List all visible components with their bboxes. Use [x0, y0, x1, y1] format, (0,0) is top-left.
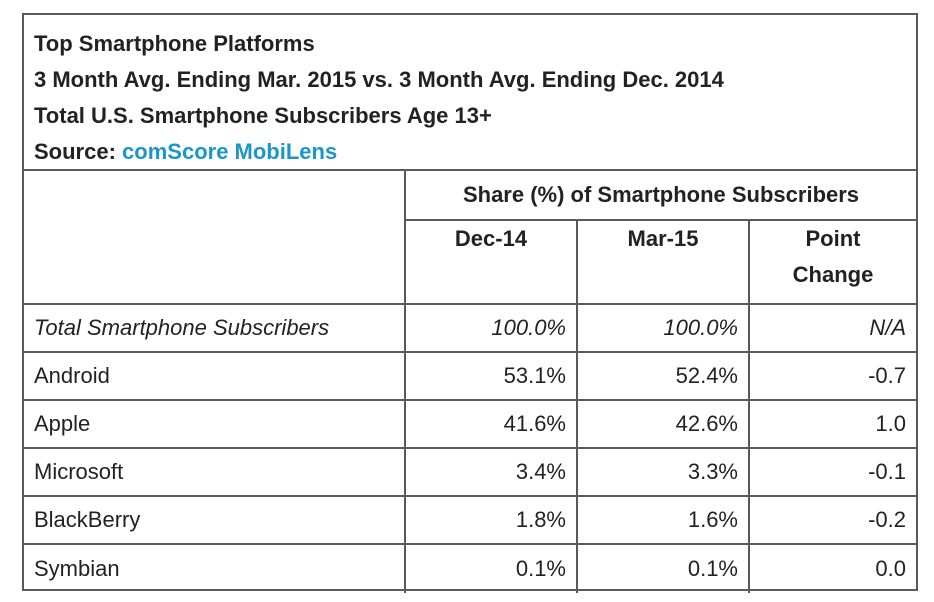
cell-change: 1.0 [748, 401, 917, 449]
row-label: Symbian [34, 556, 120, 581]
total-mar15: 100.0% [576, 305, 748, 353]
cell-change: -0.7 [748, 353, 917, 401]
row-label: Android [24, 353, 404, 401]
total-row: Total Smartphone Subscribers 100.0% 100.… [24, 305, 917, 353]
row-label: Microsoft [24, 449, 404, 497]
table-row: Symbian 0.1% 0.1% 0.0 [24, 545, 916, 593]
row-label: Apple [24, 401, 404, 449]
cell-mar15: 52.4% [576, 353, 748, 401]
group-header: Share (%) of Smartphone Subscribers [404, 171, 917, 221]
col-header-mar15: Mar-15 [576, 221, 748, 305]
table-title: Top Smartphone Platforms [34, 31, 315, 56]
col-header-point: Point [805, 226, 861, 251]
cell-change: -0.2 [748, 497, 917, 545]
col-header-point-change: Point Change [748, 221, 917, 305]
source-label: Source: [34, 139, 116, 164]
table-row: Apple 41.6% 42.6% 1.0 [24, 401, 917, 449]
table-header: Top Smartphone Platforms 3 Month Avg. En… [24, 15, 916, 171]
cell-dec14: 41.6% [404, 401, 576, 449]
col-header-dec14: Dec-14 [404, 221, 576, 305]
total-dec14: 100.0% [404, 305, 576, 353]
table-row: Android 53.1% 52.4% -0.7 [24, 353, 917, 401]
empty-corner-cell [24, 171, 404, 305]
table-row: BlackBerry 1.8% 1.6% -0.2 [24, 497, 917, 545]
cell-dec14: 53.1% [404, 353, 576, 401]
period-subtitle: 3 Month Avg. Ending Mar. 2015 vs. 3 Mont… [34, 67, 724, 92]
cell-change: 0.0 [748, 545, 916, 593]
cell-dec14: 1.8% [404, 497, 576, 545]
row-label: BlackBerry [24, 497, 404, 545]
table-frame: Top Smartphone Platforms 3 Month Avg. En… [22, 13, 918, 593]
share-table: Share (%) of Smartphone Subscribers Dec-… [24, 171, 917, 593]
total-label: Total Smartphone Subscribers [24, 305, 404, 353]
cell-mar15: 42.6% [576, 401, 748, 449]
cell-dec14: 3.4% [404, 449, 576, 497]
source-line: Source: comScore MobiLens [34, 134, 916, 170]
total-change: N/A [748, 305, 917, 353]
col-header-change: Change [792, 262, 874, 287]
cell-dec14: 0.1% [404, 545, 576, 593]
cell-change: -0.1 [748, 449, 917, 497]
source-link[interactable]: comScore MobiLens [122, 139, 338, 164]
universe-subtitle: Total U.S. Smartphone Subscribers Age 13… [34, 103, 492, 128]
table-row: Microsoft 3.4% 3.3% -0.1 [24, 449, 917, 497]
cell-mar15: 3.3% [576, 449, 748, 497]
cell-mar15: 0.1% [576, 545, 748, 593]
cell-mar15: 1.6% [576, 497, 748, 545]
